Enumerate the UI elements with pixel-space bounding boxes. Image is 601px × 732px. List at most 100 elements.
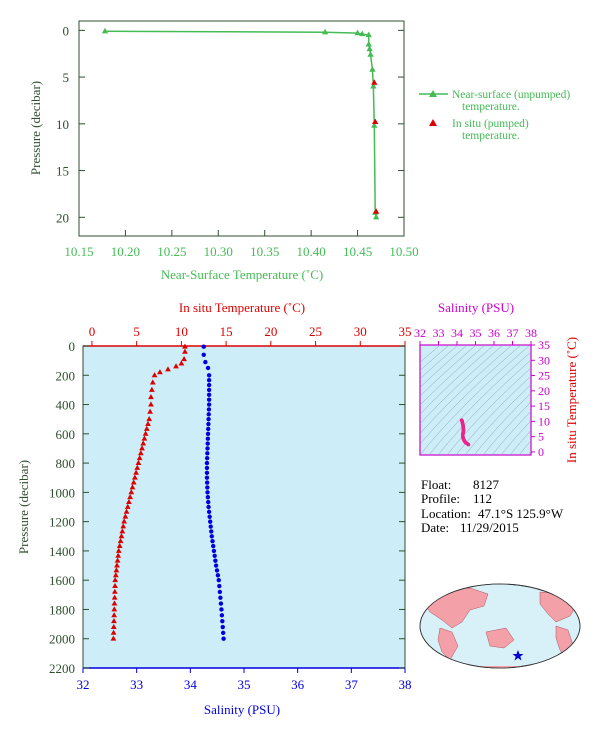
ts-density-contour [420, 345, 522, 445]
ts-density-contour [518, 440, 531, 455]
salinity-point [209, 534, 214, 539]
salinity-point [206, 504, 211, 510]
temperature-point [182, 343, 188, 349]
near-surface-ticks: 10.15 10.20 10.25 10.30 10.35 10.40 10.45 10.50… [56, 23, 419, 259]
temperature-point [146, 415, 153, 422]
temperature-point [120, 523, 127, 529]
ts-density-contour [420, 345, 486, 406]
salinity-point [206, 421, 211, 427]
salinity-point [206, 382, 212, 388]
salinity-point [203, 359, 208, 365]
temperature-point [115, 547, 122, 553]
near-surface-unpumped-point [365, 31, 372, 38]
profile-ytick-label: 400 [56, 398, 76, 413]
salinity-point [204, 480, 210, 485]
temperature-point [110, 635, 117, 641]
profile-series [110, 343, 226, 641]
near-surface-unpumped-point [371, 122, 378, 128]
profile-ytick-label: 1200 [49, 515, 75, 530]
temperature-point [141, 435, 148, 441]
star-icon [512, 650, 524, 661]
salinity-point [205, 446, 210, 451]
temperature-point [143, 425, 150, 431]
ts-ytick-label: 20 [538, 384, 550, 398]
salinity-point [206, 392, 212, 397]
ts-density-contour [420, 345, 495, 415]
ts-density-contour [509, 429, 531, 455]
profile-ytick-label: 1000 [49, 485, 75, 500]
temperature-point [128, 489, 135, 495]
ts-density-contour [420, 345, 513, 435]
salinity-point [204, 456, 210, 461]
profile-bottom-tick-label: 37 [345, 677, 359, 692]
salinity-point [201, 344, 206, 349]
ts-ylabel: In situ Temperature (˚C) [564, 337, 579, 463]
ts-density-contour [420, 345, 459, 380]
temperature-point [123, 508, 130, 514]
temperature-point [148, 386, 155, 392]
profile-top-tick-label: 15 [220, 324, 233, 339]
ts-xtick-label: 38 [525, 326, 537, 340]
ts-xtick-label: 32 [414, 326, 426, 340]
salinity-point [205, 485, 210, 490]
near-surface-series [101, 27, 380, 220]
legend-label-red-line1: In situ (pumped) [452, 118, 529, 130]
ts-density-contour [446, 367, 531, 455]
salinity-point [219, 607, 224, 612]
location-map [419, 583, 581, 669]
ts-density-contour [464, 384, 531, 455]
salinity-point [210, 538, 215, 544]
near-surface-unpumped-point [367, 51, 374, 57]
ts-ytick-label: 30 [538, 353, 550, 367]
temperature-point [112, 582, 118, 588]
salinity-point [205, 441, 210, 446]
salinity-point [206, 377, 212, 383]
temperature-point [113, 567, 120, 573]
temperature-point [140, 440, 147, 446]
legend-marker-green [429, 90, 437, 97]
location-label: Location: [421, 506, 471, 521]
float-info: Float: 8127 Profile: 112 Location: 47.1°… [421, 477, 564, 535]
salinity-point [213, 563, 219, 568]
near-surface-ylabel: Pressure (decibar) [28, 81, 43, 175]
profile-bottom-tick-label: 34 [184, 677, 198, 692]
temperature-point [173, 363, 179, 369]
profile-bottom-tick-label: 32 [77, 677, 90, 692]
salinity-point [201, 352, 206, 357]
salinity-point [206, 416, 211, 422]
temperature-point [149, 379, 156, 385]
salinity-point [218, 595, 223, 600]
salinity-point [207, 514, 212, 519]
ts-density-contour [491, 410, 531, 455]
temperature-point [118, 533, 125, 539]
profile-label: Profile: [421, 491, 460, 506]
salinity-point [214, 568, 220, 573]
in-situ-pumped-point [372, 208, 380, 214]
salinity-point [217, 589, 223, 595]
temperature-point [111, 588, 118, 594]
salinity-point [204, 470, 210, 476]
temperature-point [117, 537, 124, 544]
ts-xtick-label: 36 [488, 326, 500, 340]
salinity-point [205, 490, 210, 495]
temperature-point [119, 528, 126, 534]
date-label: Date: [421, 520, 449, 535]
temperature-point [111, 612, 118, 618]
salinity-point [205, 451, 210, 456]
salinity-point [215, 573, 221, 578]
salinity-point [220, 618, 225, 624]
ts-density-contours [420, 345, 531, 455]
profile-bottom-tick-label: 33 [130, 677, 143, 692]
temperature-point [134, 464, 141, 470]
near-surface-xtick-label: 10.40 [297, 244, 326, 259]
near-surface-xlabel: Near-Surface Temperature (˚C) [161, 267, 323, 282]
salinity-point [205, 495, 211, 500]
profile-ytick-label: 1800 [49, 602, 75, 617]
near-surface-ytick-label: 5 [63, 70, 70, 85]
profile-top-tick-label: 30 [354, 324, 367, 339]
ts-density-contour [482, 401, 531, 455]
temperature-point [165, 366, 171, 372]
temperature-point [131, 474, 138, 480]
salinity-point [217, 583, 222, 589]
salinity-point [206, 397, 212, 402]
